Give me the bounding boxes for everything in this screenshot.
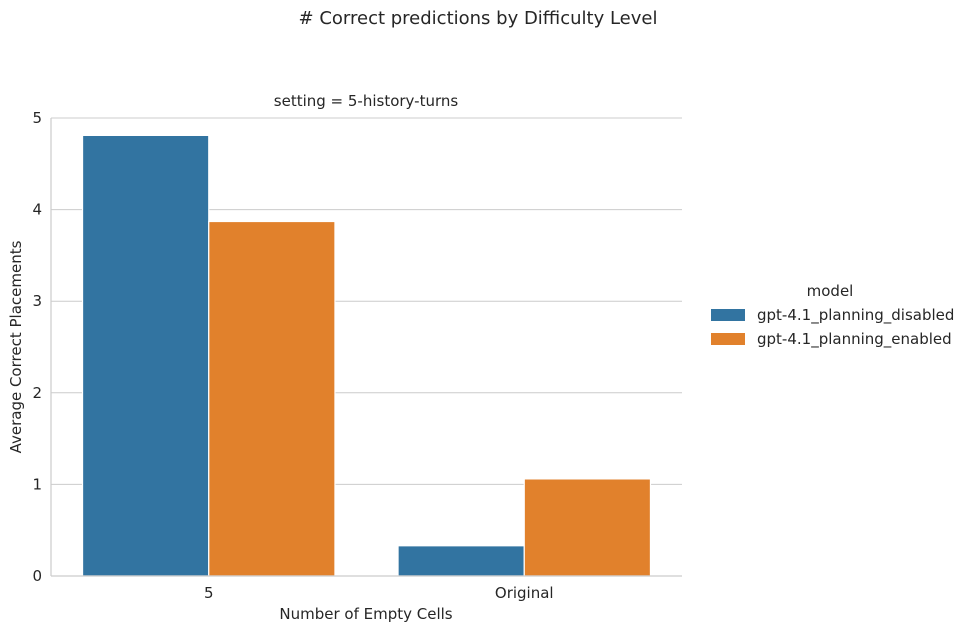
y-tick-labels: 0 1 2 3 4 5 — [32, 109, 42, 585]
legend-title: model — [807, 282, 854, 300]
chart-title: # Correct predictions by Difficulty Leve… — [299, 8, 658, 29]
x-tick-label: 5 — [204, 584, 214, 602]
legend: model gpt-4.1_planning_disabled gpt-4.1_p… — [711, 282, 954, 349]
y-tick-label: 0 — [32, 567, 42, 585]
axes — [50, 118, 682, 577]
y-tick-label: 2 — [32, 384, 42, 402]
bars — [81, 134, 652, 577]
bar-gpt-4.1_planning_disabled-Original — [397, 545, 525, 577]
bar-gpt-4.1_planning_enabled-5 — [208, 220, 336, 577]
bar-gpt-4.1_planning_disabled-5 — [81, 134, 210, 577]
x-tick-labels: 5 Original — [204, 584, 554, 602]
chart-subtitle: setting = 5-history-turns — [274, 92, 459, 110]
y-axis-label: Average Correct Placements — [7, 240, 25, 453]
legend-entry: gpt-4.1_planning_disabled — [757, 306, 954, 325]
y-tick-label: 5 — [32, 109, 42, 127]
y-tick-label: 3 — [32, 292, 42, 310]
x-axis-label: Number of Empty Cells — [279, 605, 452, 623]
y-tick-label: 4 — [32, 201, 42, 219]
y-tick-label: 1 — [32, 475, 42, 493]
legend-swatch — [711, 333, 745, 345]
bar-gpt-4.1_planning_enabled-Original — [523, 478, 652, 577]
x-tick-label: Original — [495, 584, 554, 602]
legend-entry: gpt-4.1_planning_enabled — [757, 330, 952, 349]
legend-swatch — [711, 309, 745, 321]
